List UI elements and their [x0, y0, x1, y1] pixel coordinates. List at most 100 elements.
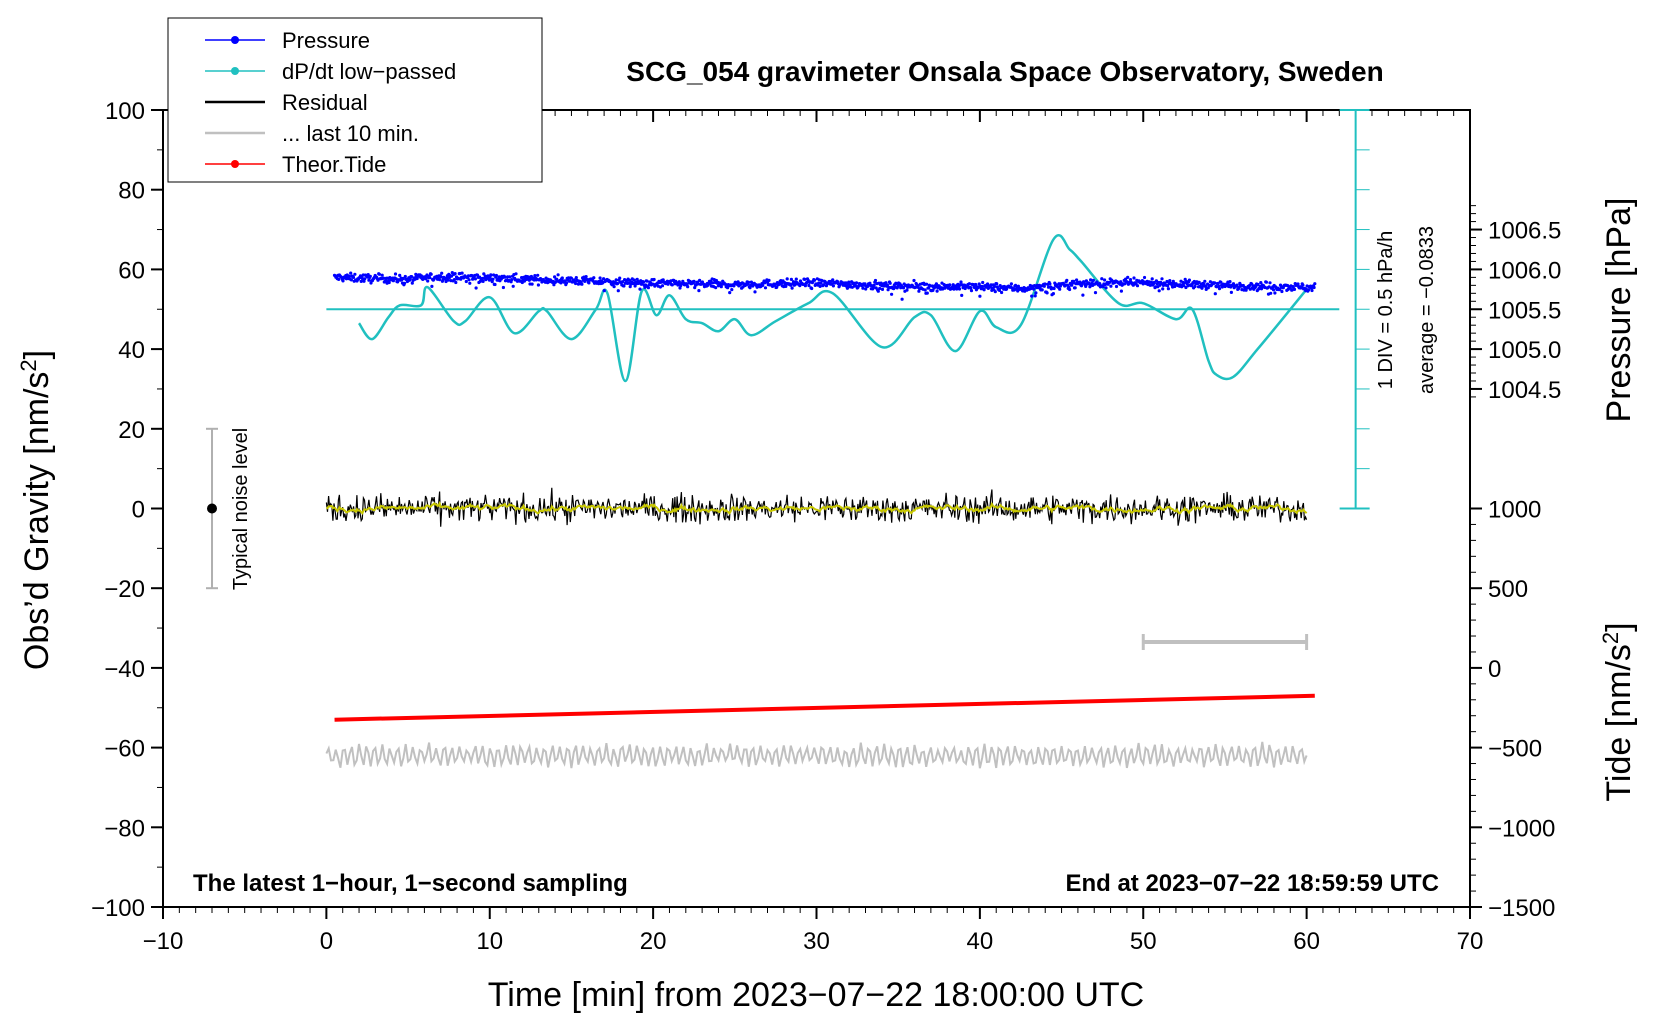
pressure-point — [905, 288, 909, 292]
pressure-point — [1045, 291, 1049, 295]
y-tick-label: −100 — [91, 895, 145, 922]
pressure-point — [569, 276, 574, 280]
y-tick-label: 100 — [105, 98, 145, 125]
pressure-point — [382, 276, 386, 280]
legend-swatch-dot — [231, 67, 239, 75]
pressure-point — [767, 278, 771, 282]
pressure-point — [616, 281, 620, 286]
pressure-point — [501, 285, 505, 290]
pressure-point — [359, 279, 363, 283]
pressure-point — [822, 283, 826, 287]
x-tick-label: −10 — [143, 928, 184, 955]
pressure-point — [1052, 286, 1056, 291]
pressure-point — [1000, 290, 1004, 295]
pressure-point — [969, 289, 974, 293]
pressure-point — [993, 290, 997, 294]
pressure-point — [527, 275, 531, 279]
pressure-point — [1193, 284, 1197, 289]
legend-label: Pressure — [282, 28, 370, 53]
pressure-point — [981, 280, 985, 285]
pressure-point — [677, 280, 681, 284]
pressure-series — [332, 271, 1317, 301]
y-axis-label-pressure: Pressure [hPa] — [1600, 198, 1638, 423]
pressure-tick-label: 1005.5 — [1488, 297, 1561, 324]
pressure-point — [775, 285, 779, 289]
pressure-point — [878, 286, 882, 291]
y-tick-label: −40 — [104, 656, 145, 683]
pressure-point — [1100, 277, 1104, 281]
pressure-point — [708, 282, 712, 286]
pressure-point — [481, 279, 485, 283]
pressure-point — [508, 275, 512, 279]
pressure-point — [955, 287, 959, 291]
pressure-point — [651, 282, 655, 286]
pressure-point — [1067, 285, 1071, 289]
pressure-point — [439, 275, 443, 279]
pressure-point — [810, 286, 814, 291]
pressure-tick-label: 1006.0 — [1488, 257, 1561, 284]
pressure-point — [761, 283, 765, 287]
pressure-point — [748, 286, 752, 290]
y-tick-label: 80 — [118, 178, 145, 205]
pressure-point — [1231, 282, 1236, 286]
pressure-point — [511, 284, 515, 288]
pressure-point — [1200, 286, 1204, 290]
pressure-point — [912, 278, 916, 283]
pressure-point — [1197, 280, 1201, 284]
pressure-point — [602, 289, 606, 293]
pressure-point — [536, 283, 541, 287]
pressure-point — [494, 273, 498, 278]
pressure-point — [888, 281, 892, 285]
x-axis-label: Time [min] from 2023−07−22 18:00:00 UTC — [488, 976, 1144, 1014]
pressure-point — [643, 285, 647, 289]
pressure-point — [1107, 280, 1112, 284]
pressure-point — [1271, 288, 1276, 292]
pressure-point — [831, 284, 836, 288]
pressure-point — [564, 281, 569, 285]
pressure-point — [957, 287, 962, 291]
x-tick-label: 20 — [640, 928, 667, 955]
pressure-point — [884, 281, 888, 285]
legend-items: Pressure dP/dt low−passed Residual ... last… — [205, 28, 456, 177]
y-axis-label-tide-sup: 2 — [1598, 632, 1623, 644]
pressure-point — [1313, 282, 1317, 286]
residual-smooth-line — [325, 500, 1308, 515]
pressure-point — [1032, 284, 1037, 288]
pressure-point — [807, 283, 811, 288]
y-axis-label-tide-close: ] — [1600, 622, 1638, 631]
pressure-point — [871, 286, 876, 290]
scale-div-label: 1 DIV = 0.5 hPa/h — [1375, 231, 1397, 389]
legend-label: Residual — [282, 90, 368, 115]
pressure-point — [1187, 278, 1191, 282]
y-tick-label: −80 — [104, 815, 145, 842]
theor-tide-line — [334, 693, 1315, 722]
pressure-point — [645, 279, 649, 283]
pressure-point — [960, 293, 964, 297]
pressure-point — [1278, 287, 1282, 291]
pressure-point — [1310, 288, 1314, 293]
pressure-point — [753, 290, 757, 294]
pressure-point — [1165, 279, 1169, 284]
pressure-point — [347, 274, 351, 278]
pressure-point — [580, 282, 584, 286]
pressure-point — [854, 281, 859, 285]
pressure-point — [492, 273, 496, 277]
pressure-point — [1166, 287, 1170, 291]
pressure-point — [1168, 279, 1172, 283]
scale-average-label: average = −0.0833 — [1416, 226, 1438, 394]
tide-tick-label: 500 — [1488, 576, 1528, 603]
pressure-point — [1301, 283, 1305, 287]
pressure-point — [337, 277, 341, 281]
pressure-point — [363, 277, 367, 281]
dpdt-line — [357, 233, 1308, 383]
pressure-point — [362, 279, 366, 283]
pressure-point — [1068, 287, 1072, 292]
pressure-point — [818, 284, 822, 288]
pressure-point — [424, 277, 428, 281]
y-axis-label-left: Obs’d Gravity [nm/s2] — [16, 350, 56, 670]
tide-tick-label: 0 — [1488, 656, 1501, 683]
pressure-point — [969, 286, 973, 290]
pressure-point — [790, 286, 794, 290]
pressure-point — [935, 289, 939, 293]
